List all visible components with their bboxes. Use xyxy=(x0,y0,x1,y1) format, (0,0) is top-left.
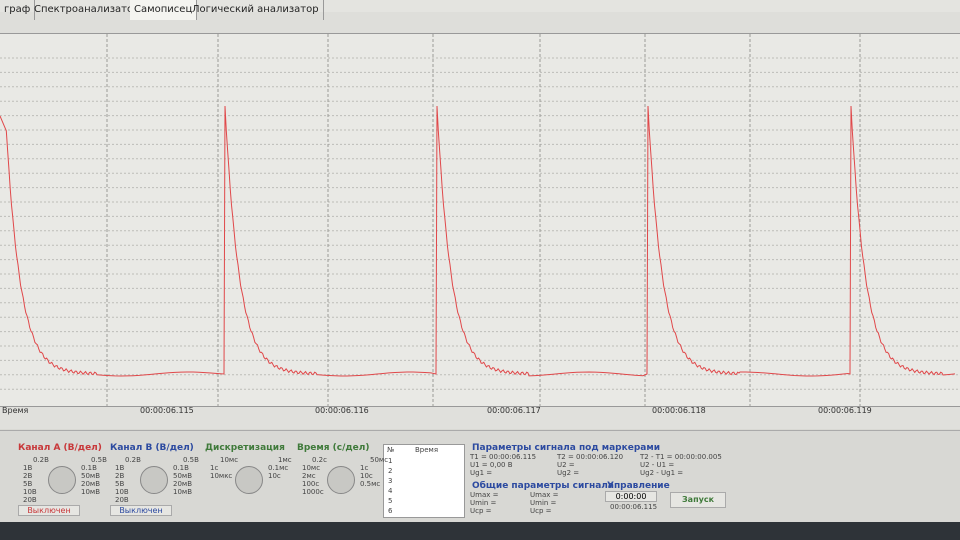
tab-bar xyxy=(0,12,960,34)
marker-param: U2 - U1 = xyxy=(640,461,675,469)
knob-scale-label: 0.1В xyxy=(173,464,189,472)
knob-scale-label: 0.5В xyxy=(91,456,107,464)
knob-scale-label: 10В xyxy=(23,488,37,496)
knob-scale-label: 0.1мс xyxy=(268,464,289,472)
knob-scale-label: 5В xyxy=(23,480,33,488)
general-param: Ucp = xyxy=(470,507,492,515)
panel-title: Управление xyxy=(607,481,670,491)
table-row: 4 xyxy=(388,487,393,495)
panel-title: Канал А (В/дел) xyxy=(18,443,102,453)
panel-title: Общие параметры сигнала xyxy=(472,481,614,491)
knob-scale-label: 20мВ xyxy=(173,480,192,488)
time-tick-label: 00:00:06.119 xyxy=(818,406,872,415)
plot xyxy=(0,34,960,406)
knob-scale-label: 0.5мс xyxy=(360,480,381,488)
time-axis xyxy=(0,406,960,429)
knob-scale-label: 1мс xyxy=(278,456,292,464)
knob-scale-label: 0.1В xyxy=(81,464,97,472)
tab[interactable]: граф xyxy=(0,0,36,20)
knob-scale-label: 50мВ xyxy=(173,472,192,480)
knob-scale-label: 20В xyxy=(115,496,129,504)
knob-scale-label: 20В xyxy=(23,496,37,504)
taskbar xyxy=(0,522,960,540)
table-header: Время xyxy=(415,446,439,454)
marker-param: T2 - T1 = 00:00:00.005 xyxy=(640,453,722,461)
knob-scale-label: 1с xyxy=(210,464,219,472)
table-row: 3 xyxy=(388,477,393,485)
knob-scale-label: 1В xyxy=(23,464,33,472)
knob[interactable] xyxy=(48,466,76,494)
panel-title: Время (с/дел) xyxy=(297,443,370,453)
knob-scale-label: 0.2с xyxy=(312,456,327,464)
knob-scale-label: 10В xyxy=(115,488,129,496)
knob-scale-label: 0.2В xyxy=(125,456,141,464)
knob-scale-label: 2мс xyxy=(302,472,316,480)
knob-scale-label: 10мкс xyxy=(210,472,233,480)
knob-scale-label: 5В xyxy=(115,480,125,488)
general-param: Umax = xyxy=(530,491,559,499)
channel-state[interactable]: Выключен xyxy=(18,505,80,516)
tab[interactable]: Логический анализатор xyxy=(188,0,324,20)
knob-scale-label: 1с xyxy=(360,464,369,472)
markers-table xyxy=(383,444,465,518)
marker-param: Ug1 = xyxy=(470,469,493,477)
start-button[interactable]: Запуск xyxy=(670,492,726,508)
knob[interactable] xyxy=(327,466,355,494)
knob-scale-label: 0.2В xyxy=(33,456,49,464)
knob-scale-label: 10мВ xyxy=(81,488,100,496)
plot-background xyxy=(0,34,960,406)
panel-title: Параметры сигнала под маркерами xyxy=(472,443,661,453)
knob-scale-label: 10с xyxy=(360,472,373,480)
table-row: 6 xyxy=(388,507,393,515)
table-row: 1 xyxy=(388,457,393,465)
knob-scale-label: 2В xyxy=(23,472,33,480)
knob[interactable] xyxy=(140,466,168,494)
marker-param: T2 = 00:00:06.120 xyxy=(557,453,624,461)
control-time: 0:00:00 xyxy=(605,491,657,502)
general-param: Umin = xyxy=(470,499,497,507)
waveform xyxy=(0,105,956,377)
marker-param: Ug2 - Ug1 = xyxy=(640,469,684,477)
knob-scale-label: 20мВ xyxy=(81,480,100,488)
knob-scale-label: 100с xyxy=(302,480,320,488)
marker-param: U2 = xyxy=(557,461,575,469)
knob-scale-label: 10с xyxy=(268,472,281,480)
knob-scale-label: 10мВ xyxy=(173,488,192,496)
general-param: Umin = xyxy=(530,499,557,507)
tab[interactable]: Самописец xyxy=(130,0,198,20)
knob-scale-label: 10мс xyxy=(220,456,239,464)
table-row: 2 xyxy=(388,467,393,475)
marker-param: Ug2 = xyxy=(557,469,580,477)
time-tick-label: 00:00:06.117 xyxy=(487,406,541,415)
tab[interactable]: Спектроанализатор xyxy=(30,0,145,20)
knob-scale-label: 1В xyxy=(115,464,125,472)
marker-param: U1 = 0,00 В xyxy=(470,461,513,469)
panel-title: Канал В (В/дел) xyxy=(110,443,194,453)
channel-state[interactable]: Выключен xyxy=(110,505,172,516)
knob-scale-label: 10мс xyxy=(302,464,321,472)
time-tick-label: 00:00:06.116 xyxy=(315,406,369,415)
control-clock: 00:00:06.115 xyxy=(610,503,658,511)
time-tick-label: 00:00:06.118 xyxy=(652,406,706,415)
knob-scale-label: 1000с xyxy=(302,488,324,496)
time-tick-label: 00:00:06.115 xyxy=(140,406,194,415)
general-param: Ucp = xyxy=(530,507,552,515)
knob-scale-label: 2В xyxy=(115,472,125,480)
knob-scale-label: 0.5В xyxy=(183,456,199,464)
knob-scale-label: 50мс xyxy=(370,456,389,464)
knob-scale-label: 50мВ xyxy=(81,472,100,480)
marker-param: T1 = 00:00:06.115 xyxy=(470,453,537,461)
time-axis-label: Время xyxy=(2,406,29,415)
table-row: 5 xyxy=(388,497,393,505)
knob[interactable] xyxy=(235,466,263,494)
table-header: № xyxy=(387,446,395,454)
general-param: Umax = xyxy=(470,491,499,499)
panel-title: Дискретизация xyxy=(205,443,285,453)
